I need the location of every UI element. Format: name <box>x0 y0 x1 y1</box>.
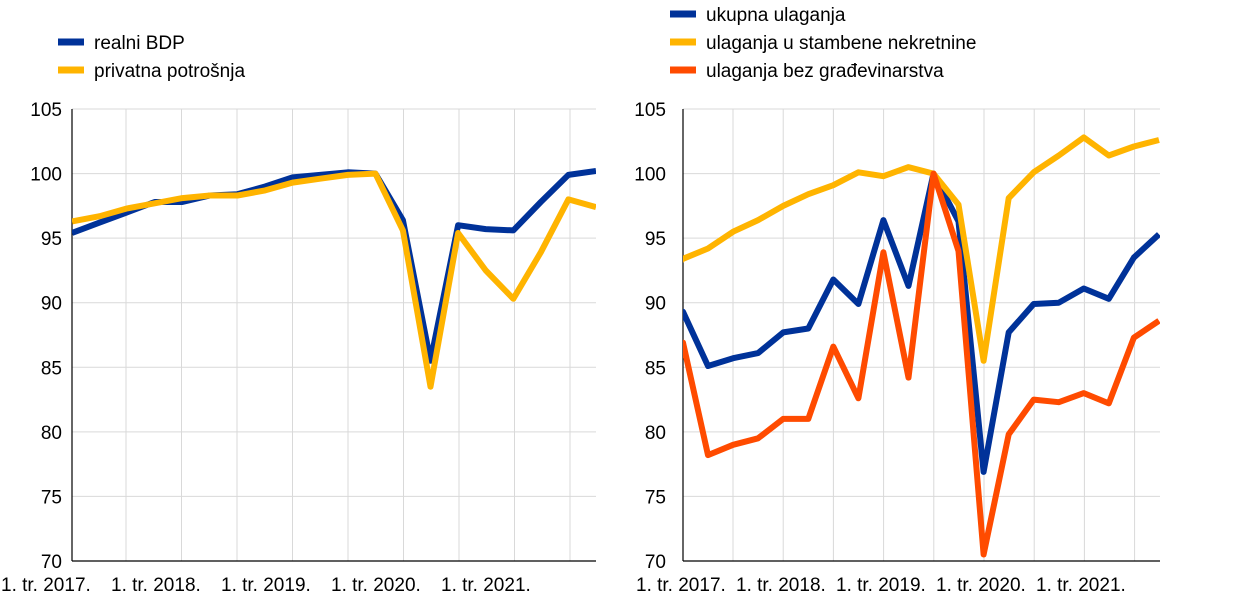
series-line-2 <box>72 170 596 390</box>
x-tick-label: 1. tr. 2017. <box>1 575 91 596</box>
legend-label: privatna potrošnja <box>94 61 245 82</box>
y-tick-label: 105 <box>30 100 62 121</box>
y-tick-label: 70 <box>645 552 666 573</box>
y-tick-label: 70 <box>41 552 62 573</box>
right-chart-panel: 70 75 80 85 90 95 100 105 1. tr. 2017. 1. tr. 201… <box>634 5 1160 596</box>
legend-label: realni BDP <box>94 33 185 54</box>
legend-label: ukupna ulaganja <box>706 5 846 26</box>
legend-label: ulaganja bez građevinarstva <box>706 61 944 82</box>
left-chart-panel: 70 75 80 85 90 95 100 105 1. tr. 2017. 1. tr. 201… <box>1 33 596 596</box>
y-tick-label: 75 <box>41 487 62 508</box>
x-tick-label: 1. tr. 2021. <box>441 575 531 596</box>
x-tick-label: 1. tr. 2020. <box>936 575 1026 596</box>
x-tick-label: 1. tr. 2020. <box>331 575 421 596</box>
x-tick-label: 1. tr. 2018. <box>736 575 826 596</box>
legend-label: ulaganja u stambene nekretnine <box>706 33 976 54</box>
x-tick-label: 1. tr. 2017. <box>636 575 726 596</box>
y-tick-label: 100 <box>634 165 666 186</box>
series-line-3 <box>683 170 1160 558</box>
y-tick-label: 95 <box>41 229 62 250</box>
series-line-1 <box>72 168 596 364</box>
series-line-2 <box>683 134 1160 364</box>
y-tick-label: 90 <box>41 294 62 315</box>
y-tick-label: 80 <box>41 423 62 444</box>
x-tick-label: 1. tr. 2019. <box>836 575 926 596</box>
x-tick-label: 1. tr. 2018. <box>111 575 201 596</box>
y-tick-label: 90 <box>645 294 666 315</box>
y-tick-label: 95 <box>645 229 666 250</box>
y-tick-label: 100 <box>30 165 62 186</box>
y-tick-label: 80 <box>645 423 666 444</box>
y-tick-label: 85 <box>41 358 62 379</box>
y-tick-label: 105 <box>634 100 666 121</box>
x-tick-label: 1. tr. 2019. <box>221 575 311 596</box>
y-tick-label: 75 <box>645 487 666 508</box>
series-line-1 <box>683 170 1160 475</box>
x-tick-label: 1. tr. 2021. <box>1036 575 1126 596</box>
y-tick-label: 85 <box>645 358 666 379</box>
